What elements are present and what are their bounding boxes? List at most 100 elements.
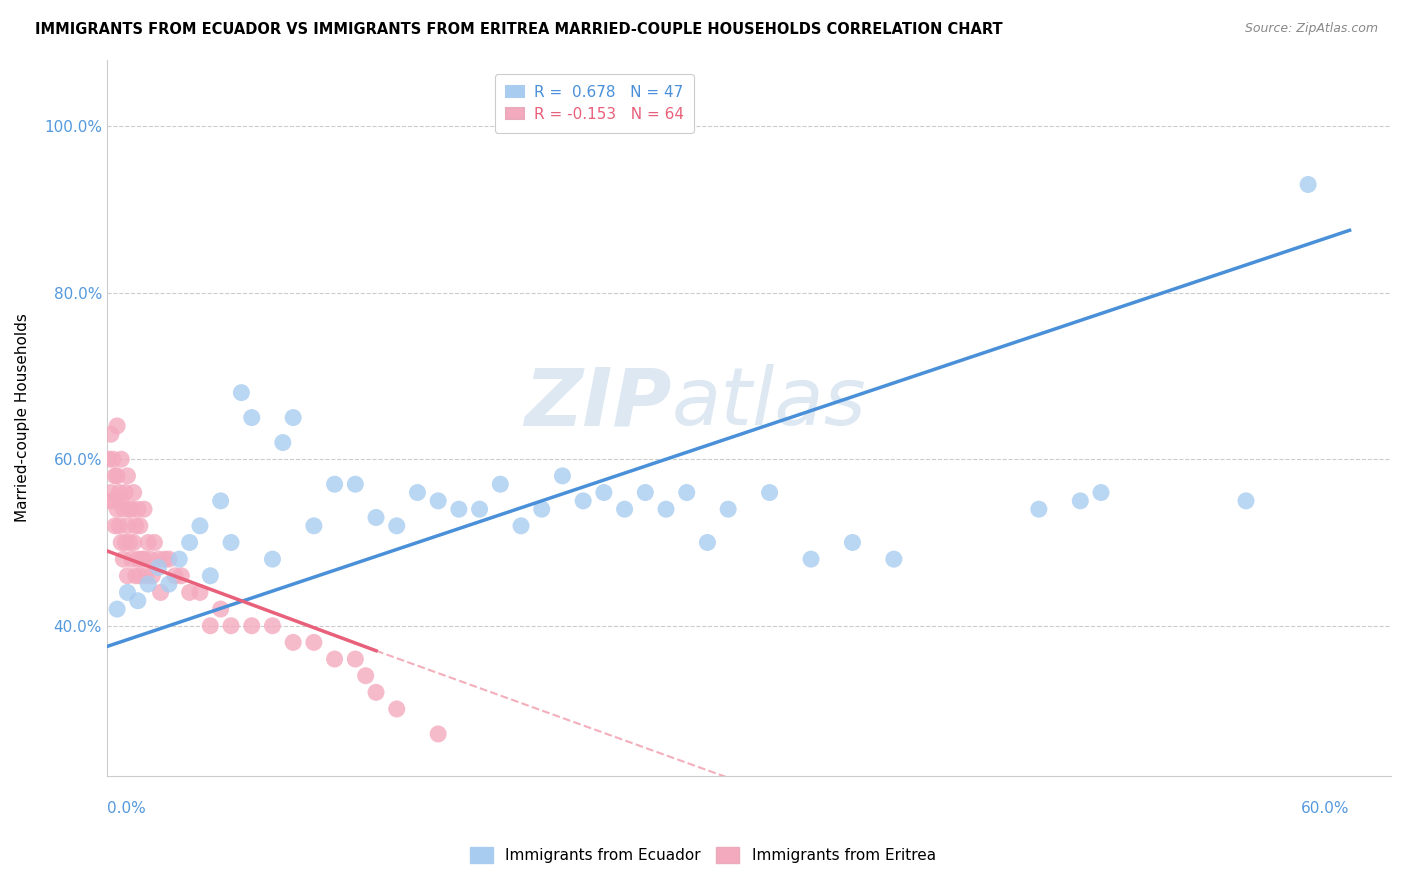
Point: [125, 518, 148, 533]
Point: [105, 468, 128, 483]
Point: [271, 435, 294, 450]
Point: [117, 518, 139, 533]
Point: [323, 652, 346, 666]
Point: [132, 552, 155, 566]
Point: [128, 569, 150, 583]
Point: [200, 619, 222, 633]
Point: [110, 452, 132, 467]
Point: [510, 518, 533, 533]
Point: [117, 569, 139, 583]
Point: [141, 569, 163, 583]
Point: [675, 485, 697, 500]
Point: [188, 585, 211, 599]
Text: ZIP: ZIP: [524, 364, 672, 442]
Point: [188, 518, 211, 533]
Point: [127, 502, 149, 516]
Point: [110, 493, 132, 508]
Point: [179, 535, 201, 549]
Point: [385, 518, 408, 533]
Point: [841, 535, 863, 549]
Point: [104, 468, 127, 483]
Point: [165, 569, 187, 583]
Text: Source: ZipAtlas.com: Source: ZipAtlas.com: [1244, 22, 1378, 36]
Point: [1234, 493, 1257, 508]
Point: [283, 410, 305, 425]
Point: [231, 385, 253, 400]
Point: [121, 502, 143, 516]
Point: [139, 552, 162, 566]
Point: [112, 502, 135, 516]
Point: [104, 518, 127, 533]
Point: [117, 585, 139, 599]
Point: [655, 502, 678, 516]
Point: [108, 485, 131, 500]
Point: [122, 535, 145, 549]
Point: [262, 619, 284, 633]
Point: [344, 652, 367, 666]
Point: [1090, 485, 1112, 500]
Point: [136, 577, 159, 591]
Point: [717, 502, 740, 516]
Point: [157, 552, 180, 566]
Text: 60.0%: 60.0%: [1301, 801, 1350, 815]
Point: [135, 569, 157, 583]
Point: [427, 493, 450, 508]
Point: [105, 418, 128, 433]
Point: [1296, 178, 1319, 192]
Point: [118, 502, 141, 516]
Point: [136, 535, 159, 549]
Point: [489, 477, 512, 491]
Point: [302, 518, 325, 533]
Point: [143, 535, 166, 549]
Point: [468, 502, 491, 516]
Point: [118, 535, 141, 549]
Point: [128, 518, 150, 533]
Point: [364, 685, 387, 699]
Point: [323, 477, 346, 491]
Point: [100, 485, 122, 500]
Point: [302, 635, 325, 649]
Point: [117, 468, 139, 483]
Point: [131, 552, 153, 566]
Point: [427, 727, 450, 741]
Point: [200, 569, 222, 583]
Point: [240, 619, 263, 633]
Point: [97, 452, 120, 467]
Point: [132, 502, 155, 516]
Point: [105, 602, 128, 616]
Point: [167, 552, 190, 566]
Point: [209, 602, 232, 616]
Point: [127, 594, 149, 608]
Point: [100, 427, 122, 442]
Point: [114, 535, 136, 549]
Point: [572, 493, 595, 508]
Point: [1069, 493, 1091, 508]
Point: [101, 493, 124, 508]
Text: IMMIGRANTS FROM ECUADOR VS IMMIGRANTS FROM ERITREA MARRIED-COUPLE HOUSEHOLDS COR: IMMIGRANTS FROM ECUADOR VS IMMIGRANTS FR…: [35, 22, 1002, 37]
Legend: Immigrants from Ecuador, Immigrants from Eritrea: Immigrants from Ecuador, Immigrants from…: [463, 839, 943, 871]
Point: [530, 502, 553, 516]
Point: [153, 552, 176, 566]
Point: [105, 502, 128, 516]
Point: [385, 702, 408, 716]
Point: [101, 452, 124, 467]
Point: [551, 468, 574, 483]
Point: [148, 552, 170, 566]
Text: 0.0%: 0.0%: [107, 801, 145, 815]
Point: [406, 485, 429, 500]
Point: [122, 485, 145, 500]
Point: [148, 560, 170, 574]
Point: [108, 518, 131, 533]
Point: [240, 410, 263, 425]
Point: [125, 569, 148, 583]
Point: [354, 669, 377, 683]
Point: [758, 485, 780, 500]
Point: [179, 585, 201, 599]
Point: [283, 635, 305, 649]
Point: [364, 510, 387, 524]
Point: [696, 535, 718, 549]
Point: [883, 552, 905, 566]
Point: [114, 485, 136, 500]
Point: [219, 535, 242, 549]
Y-axis label: Married-couple Households: Married-couple Households: [15, 313, 30, 522]
